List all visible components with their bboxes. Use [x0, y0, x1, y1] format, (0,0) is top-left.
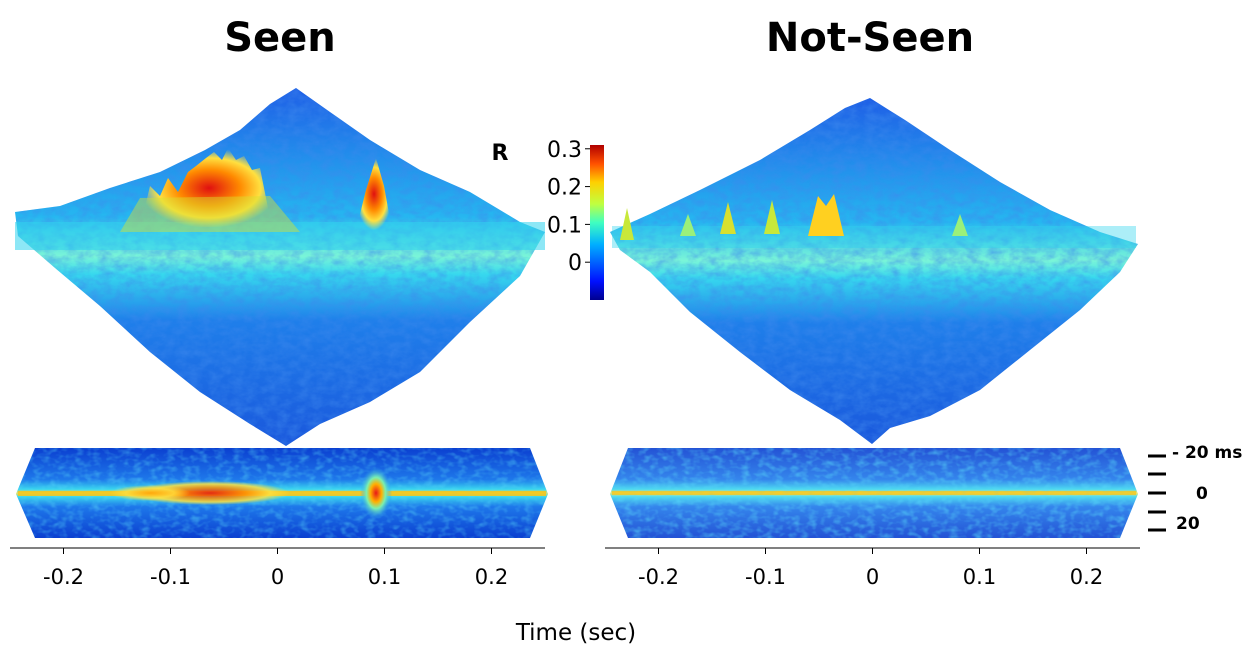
lag-label-bottom: 20	[1176, 514, 1200, 534]
x-tick-label: -0.2	[43, 565, 84, 589]
not-seen-map	[610, 448, 1138, 538]
not-seen-ridge-band	[612, 226, 1136, 248]
not-seen-surface	[610, 98, 1138, 444]
panel-title-seen: Seen	[224, 15, 336, 61]
lag-label-top: - 20 ms	[1172, 443, 1242, 463]
x-tick-label: -0.1	[745, 565, 786, 589]
not-seen-peak-d	[808, 194, 844, 236]
not-seen-peak-f	[952, 214, 968, 236]
seen-ridge-band	[15, 222, 545, 250]
seen-peak-cluster-base	[120, 196, 300, 232]
x-axis-seen: -0.2 -0.1 0 0.1 0.2	[10, 547, 545, 589]
seen-peak-single	[356, 158, 392, 230]
not-seen-map-centerline	[612, 491, 1136, 495]
seen-peak-cluster	[140, 148, 278, 228]
colorbar-gradient	[590, 145, 604, 300]
not-seen-peak-e	[680, 214, 696, 236]
colorbar-ticks: 0.3 0.2 0.1 0	[547, 138, 590, 276]
x-tick-label: -0.2	[638, 565, 679, 589]
colorbar: R 0.3 0.2 0.1 0	[492, 138, 604, 300]
seen-surface	[15, 88, 545, 446]
panel-title-not-seen: Not-Seen	[766, 15, 974, 61]
colorbar-tick-label: 0.1	[547, 213, 582, 238]
x-tick-label: 0	[866, 565, 879, 589]
x-axis-not-seen: -0.2 -0.1 0 0.1 0.2	[605, 547, 1140, 589]
x-tick-label: 0.2	[1070, 565, 1103, 589]
seen-map-hot-left	[110, 485, 190, 501]
x-tick-label: 0	[271, 565, 284, 589]
colorbar-tick-label: 0.3	[547, 138, 582, 163]
not-seen-peak-a	[620, 208, 634, 240]
seen-surface-texture	[15, 88, 545, 446]
x-tick-label: 0.1	[963, 565, 996, 589]
x-axis-title: Time (sec)	[515, 620, 636, 646]
not-seen-peak-c	[764, 200, 780, 234]
x-tick-label: 0.1	[368, 565, 401, 589]
seen-map	[16, 448, 548, 538]
colorbar-tick-label: 0	[568, 251, 582, 276]
colorbar-label: R	[492, 141, 509, 166]
not-seen-surface-texture	[610, 98, 1138, 444]
x-tick-label: -0.1	[150, 565, 191, 589]
colorbar-tick-label: 0.2	[547, 176, 582, 201]
lag-label-mid: 0	[1196, 484, 1208, 504]
lag-axis: - 20 ms 0 20	[1148, 443, 1242, 534]
x-tick-label: 0.2	[475, 565, 508, 589]
not-seen-peak-b	[720, 202, 736, 234]
seen-map-blob	[360, 467, 392, 519]
